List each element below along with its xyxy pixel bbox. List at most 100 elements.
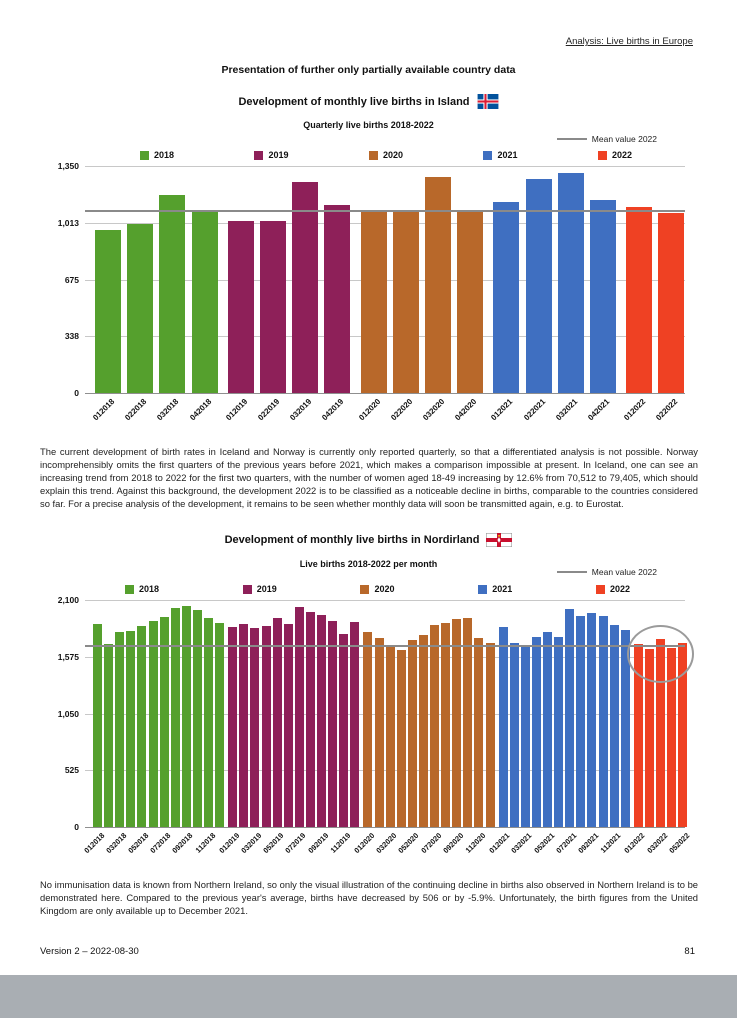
- x-tick-label: 032018: [155, 397, 181, 423]
- bar-032019: [250, 628, 260, 827]
- bar-012019: [227, 220, 254, 393]
- bar-082020: [441, 622, 451, 827]
- bar-022018: [104, 644, 114, 827]
- x-tick-label: 032020: [421, 397, 447, 423]
- legend-swatch: [125, 584, 134, 594]
- legend-item-2019: 2019: [254, 150, 289, 160]
- x-tick-label: 012018: [91, 397, 117, 423]
- chart2-title: Development of monthly live births in No…: [224, 534, 480, 546]
- bar-022018: [127, 224, 154, 393]
- x-tick-label: 032021: [509, 831, 534, 856]
- gridline: [85, 166, 685, 167]
- chart2-mean-legend: Mean value 2022: [556, 567, 657, 577]
- x-tick-label: 032018: [103, 831, 129, 856]
- bar-042018: [126, 631, 136, 827]
- y-tick-label: 2,100: [57, 595, 79, 605]
- legend-item-2022: 2022: [595, 584, 630, 594]
- bar-012020: [360, 211, 387, 393]
- x-tick-label: 052020: [396, 831, 421, 856]
- bar-042020: [396, 649, 406, 827]
- footer-page-number: 81: [684, 946, 695, 957]
- footer-version: Version 2 – 2022-08-30: [40, 946, 139, 957]
- bar-062018: [148, 621, 158, 827]
- x-tick-label: 012022: [622, 831, 647, 856]
- paragraph-northern-ireland: No immunisation data is known from North…: [40, 879, 698, 917]
- bar-092018: [181, 605, 191, 827]
- chart1-plot: 0 338 675 1,013 1,350 012018 022018 032018 04201…: [58, 161, 697, 422]
- chart2-legend: 2018 2019 2020 2021 2022: [125, 584, 630, 594]
- chart1-legend: 2018 2019 2020 2021 2022: [140, 150, 632, 160]
- chart1-title-row: Development of monthly live births in Is…: [0, 94, 737, 109]
- legend-swatch: [478, 584, 488, 594]
- x-tick-label: 012021: [487, 831, 512, 856]
- document-page: Analysis: Live births in Europe Presenta…: [0, 0, 737, 975]
- bar-012022: [626, 207, 653, 393]
- legend-swatch: [360, 584, 370, 594]
- bar-052022: [678, 643, 688, 827]
- x-tick-label: 012019: [223, 397, 250, 423]
- bar-032020: [385, 645, 395, 827]
- bar-032022: [656, 638, 665, 827]
- legend-swatch: [595, 584, 605, 594]
- x-tick-label: 042020: [453, 397, 479, 423]
- bar-082021: [576, 616, 586, 827]
- bar-032018: [159, 195, 186, 393]
- x-tick-label: 032019: [239, 831, 264, 856]
- bar-022020: [374, 637, 384, 827]
- header-title: Analysis: Live births in Europe: [565, 36, 693, 47]
- bar-102020: [463, 618, 473, 827]
- legend-label: 2020: [374, 584, 395, 594]
- x-tick-label: 072019: [283, 831, 308, 856]
- y-tick-label: 0: [74, 388, 79, 398]
- bar-012022: [633, 644, 643, 827]
- x-tick-label: 022020: [388, 397, 415, 423]
- northern-ireland-flag-icon: [486, 533, 513, 547]
- x-tick-label: 022019: [256, 397, 282, 423]
- mean-line: [85, 644, 685, 647]
- bar-042021: [531, 636, 541, 827]
- bar-032019: [292, 181, 319, 393]
- x-tick-label: 112018: [193, 831, 217, 855]
- x-tick-label: 012021: [489, 397, 515, 423]
- bar-102019: [328, 621, 338, 827]
- bar-012018: [93, 623, 102, 827]
- bar-012018: [95, 229, 121, 393]
- gridline: [85, 600, 685, 601]
- x-tick-label: 112020: [463, 831, 488, 855]
- bar-042020: [457, 211, 484, 393]
- y-tick-label: 1,050: [57, 708, 79, 719]
- bar-022019: [260, 220, 286, 393]
- gridline: [85, 656, 685, 658]
- legend-item-2021: 2021: [483, 150, 517, 160]
- iceland-flag-icon: [477, 94, 498, 109]
- legend-item-2021: 2021: [478, 584, 512, 594]
- bar-022022: [658, 213, 685, 393]
- x-tick-label: 022018: [123, 397, 149, 423]
- chart1-mean-legend: Mean value 2022: [556, 134, 657, 144]
- bar-092019: [317, 615, 326, 827]
- bar-032020: [425, 176, 451, 393]
- x-tick-label: 042018: [187, 397, 213, 423]
- gridline: [85, 770, 685, 772]
- x-tick-label: 072020: [418, 831, 443, 856]
- y-tick-label: 1,575: [57, 651, 79, 662]
- bar-072021: [565, 608, 575, 827]
- x-tick-label: 012020: [356, 397, 382, 423]
- mean-legend-label: Mean value 2022: [591, 567, 657, 577]
- bar-052020: [407, 640, 417, 827]
- y-tick-label: 1,013: [57, 217, 79, 228]
- bar-052021: [543, 632, 552, 827]
- chart2-plot: 0 525 1,050 1,575 2,100 012018 032018 052018 072…: [58, 595, 697, 855]
- y-tick-label: 0: [74, 822, 79, 832]
- x-tick-label: 032021: [553, 397, 580, 423]
- legend-item-2020: 2020: [368, 150, 403, 160]
- bar-042022: [667, 647, 677, 827]
- x-tick-label: 092021: [576, 831, 601, 856]
- bar-092020: [452, 619, 462, 827]
- bar-022021: [509, 643, 519, 827]
- bar-032021: [520, 645, 530, 827]
- legend-swatch: [254, 150, 264, 160]
- legend-item-2018: 2018: [140, 150, 174, 160]
- chart1-subtitle: Quarterly live births 2018-2022: [303, 120, 434, 130]
- bar-122019: [350, 621, 360, 827]
